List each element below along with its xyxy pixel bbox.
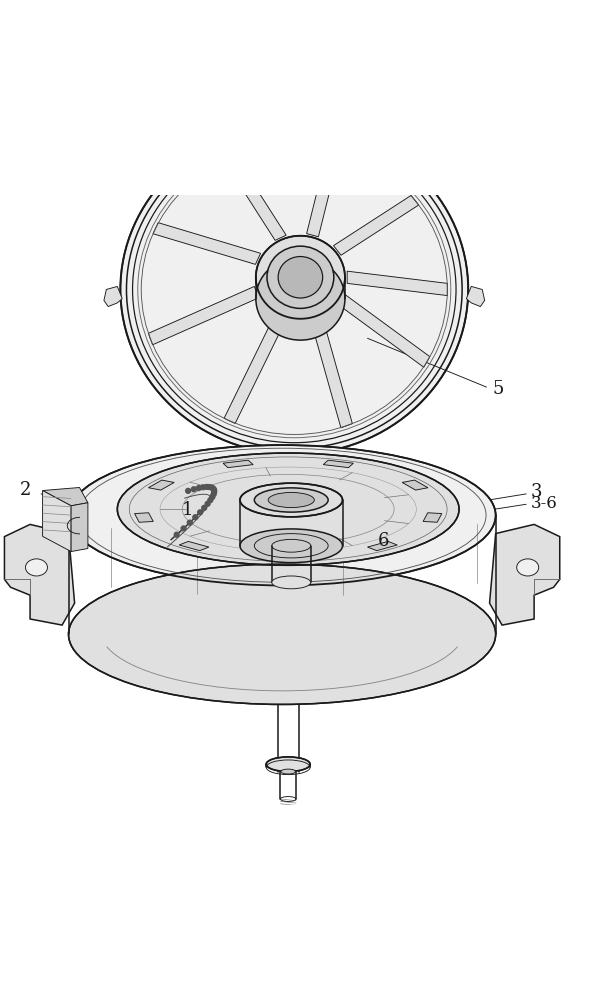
Circle shape [211,486,216,491]
Ellipse shape [256,257,345,340]
Polygon shape [223,460,253,468]
Polygon shape [224,155,286,240]
Polygon shape [4,524,75,625]
Circle shape [191,487,196,492]
Polygon shape [148,286,259,345]
Ellipse shape [266,757,310,772]
Circle shape [210,495,215,499]
Circle shape [204,484,209,489]
Text: 6: 6 [378,532,389,550]
Circle shape [188,520,192,525]
Ellipse shape [69,564,496,704]
Circle shape [202,505,207,510]
Polygon shape [71,503,88,552]
Circle shape [174,532,179,537]
Circle shape [193,515,198,520]
Polygon shape [368,541,397,551]
Polygon shape [224,314,286,423]
Circle shape [197,510,202,515]
Ellipse shape [272,539,311,552]
Polygon shape [311,316,352,428]
Ellipse shape [256,236,345,319]
Polygon shape [466,286,485,307]
Circle shape [211,488,216,492]
Circle shape [211,492,216,497]
Polygon shape [42,491,71,552]
Ellipse shape [240,529,343,563]
Ellipse shape [117,453,459,565]
Polygon shape [347,271,447,296]
Polygon shape [104,286,122,307]
Polygon shape [333,195,419,255]
Circle shape [212,489,216,494]
Ellipse shape [268,492,314,508]
Ellipse shape [69,445,496,585]
Ellipse shape [272,576,311,589]
Polygon shape [306,148,340,237]
Circle shape [210,485,215,490]
Polygon shape [153,223,261,264]
Ellipse shape [26,559,47,576]
Circle shape [207,485,212,489]
Circle shape [200,485,205,490]
Polygon shape [402,480,428,490]
Circle shape [196,486,201,490]
Polygon shape [275,555,302,560]
Polygon shape [323,460,353,468]
Ellipse shape [278,257,322,298]
Polygon shape [42,487,88,506]
Text: 3-6: 3-6 [531,495,558,512]
Polygon shape [134,513,153,522]
Text: 3: 3 [531,483,543,501]
Ellipse shape [517,559,539,576]
Circle shape [181,526,186,531]
Ellipse shape [240,483,343,517]
Polygon shape [179,541,209,551]
Ellipse shape [120,125,468,454]
Polygon shape [490,524,560,625]
Text: 5: 5 [493,380,504,398]
Text: 1: 1 [182,501,194,519]
Text: 2: 2 [20,481,31,499]
Polygon shape [338,294,430,367]
Polygon shape [148,480,174,490]
Circle shape [205,501,210,506]
Ellipse shape [267,246,334,308]
Ellipse shape [254,488,328,512]
Ellipse shape [281,769,295,774]
Polygon shape [423,513,442,522]
Circle shape [208,498,213,503]
Circle shape [186,488,191,493]
